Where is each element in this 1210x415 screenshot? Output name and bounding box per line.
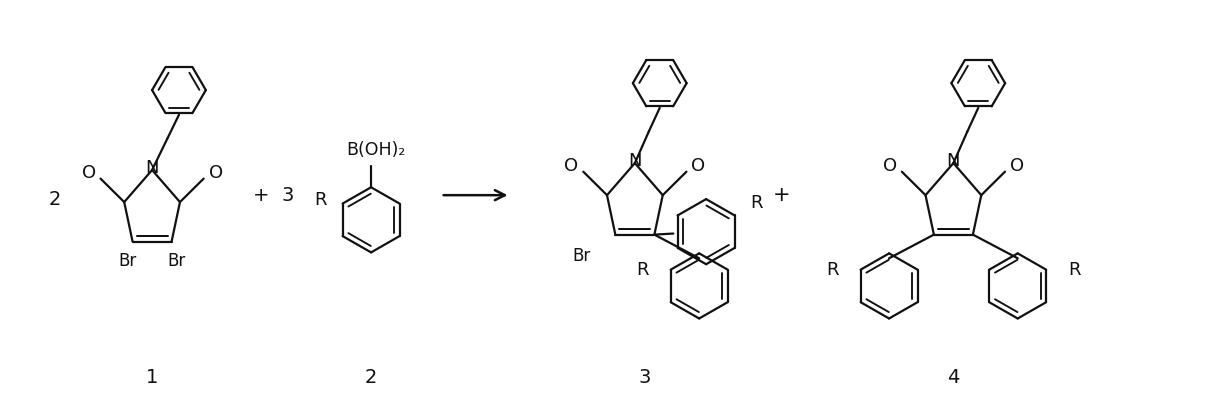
Text: O: O: [1010, 157, 1024, 175]
Text: R: R: [825, 261, 839, 278]
Text: R: R: [315, 190, 327, 209]
Text: O: O: [691, 157, 705, 175]
Text: +: +: [772, 185, 790, 205]
Text: N: N: [145, 159, 159, 177]
Text: O: O: [81, 164, 96, 182]
Text: R: R: [636, 261, 649, 278]
Text: 3: 3: [639, 368, 651, 387]
Text: 4: 4: [947, 368, 960, 387]
Text: Br: Br: [167, 252, 185, 270]
Text: 1: 1: [146, 368, 159, 387]
Text: N: N: [628, 152, 641, 170]
Text: R: R: [750, 194, 764, 212]
Text: O: O: [564, 157, 578, 175]
Text: O: O: [208, 164, 223, 182]
Text: Br: Br: [572, 247, 590, 265]
Text: Br: Br: [119, 252, 137, 270]
Text: R: R: [1068, 261, 1081, 278]
Text: N: N: [946, 152, 961, 170]
Text: 2: 2: [48, 190, 60, 209]
Text: 2: 2: [365, 368, 378, 387]
Text: O: O: [883, 157, 897, 175]
Text: +  3: + 3: [253, 186, 294, 205]
Text: B(OH)₂: B(OH)₂: [346, 141, 405, 159]
